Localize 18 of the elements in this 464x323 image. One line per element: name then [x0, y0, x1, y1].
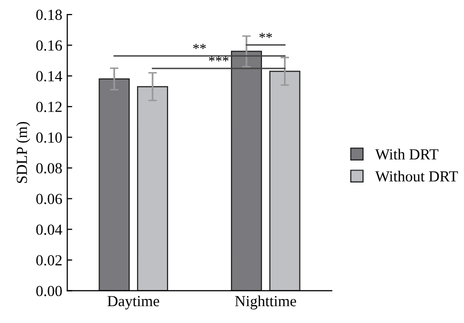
- y-tick-label: 0.06: [36, 194, 62, 204]
- annotation: **: [259, 32, 272, 38]
- y-tick-label: 0.16: [36, 40, 62, 51]
- y-tick-label: 0.10: [36, 132, 62, 143]
- legend-label: Without DRT: [375, 170, 458, 182]
- annotation: **: [193, 44, 206, 49]
- y-axis-title: SDLP (m): [16, 122, 30, 183]
- y-tick-label: 0.14: [36, 71, 62, 82]
- y-tick-label: 0.00: [36, 286, 62, 296]
- y-tick-label: 0.12: [36, 102, 62, 112]
- x-tick-label: Daytime: [108, 296, 160, 310]
- y-tick-label: 0.02: [36, 255, 62, 266]
- y-tick-label: 0.08: [36, 163, 62, 174]
- legend-label: With DRT: [375, 148, 438, 160]
- y-tick-label: 0.18: [36, 10, 62, 20]
- x-tick-label: Nighttime: [235, 296, 296, 310]
- annotation: ***: [208, 56, 228, 62]
- y-tick-label: 0.04: [36, 224, 62, 235]
